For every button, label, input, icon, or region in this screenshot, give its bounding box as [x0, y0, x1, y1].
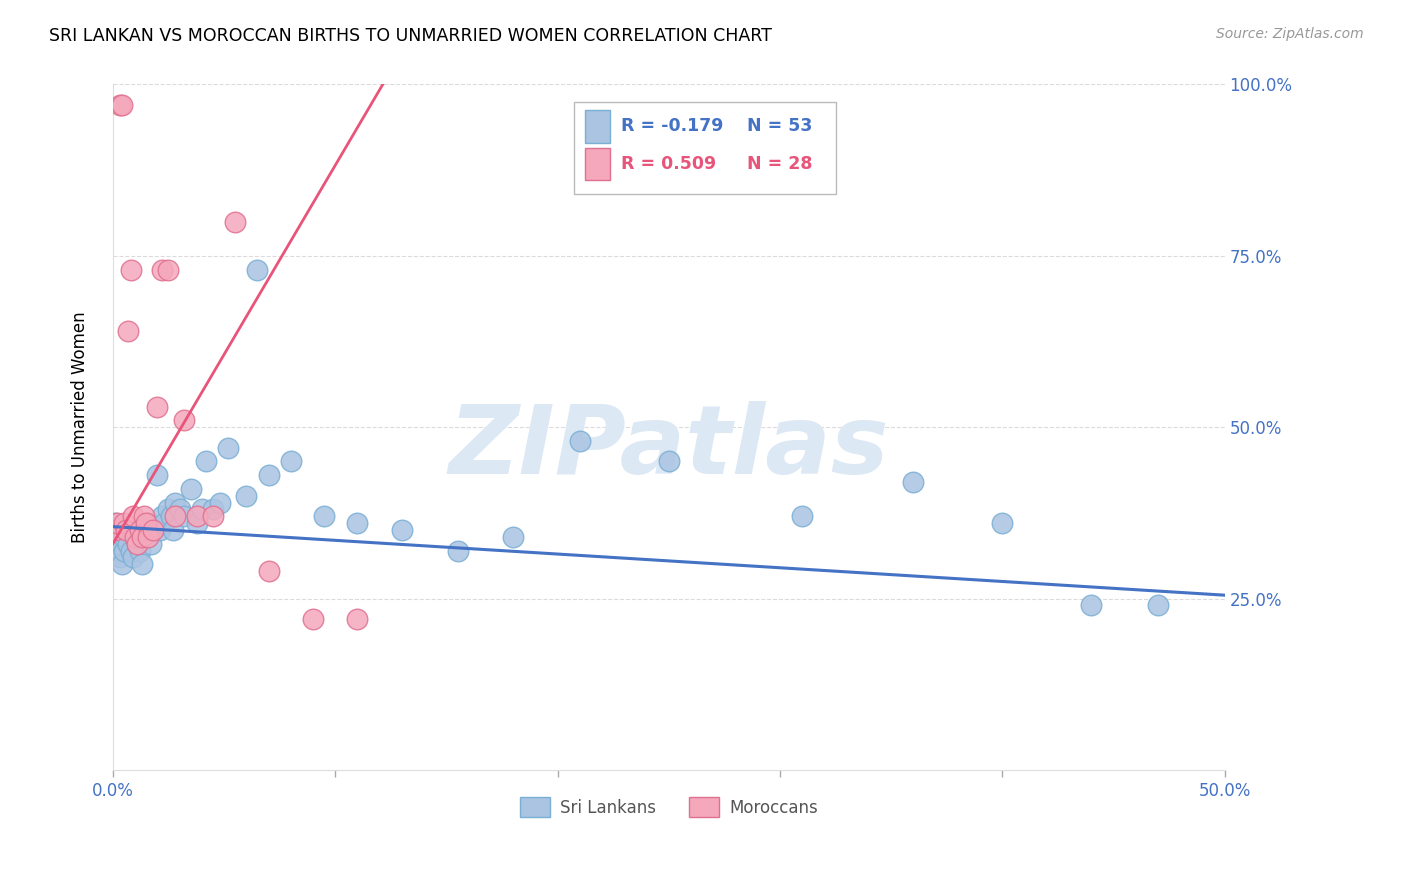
Point [139, 537, 162, 551]
Point [173, 509, 195, 524]
Point [991, 516, 1014, 531]
Point [186, 516, 208, 531]
Point [502, 530, 524, 544]
Point [165, 495, 187, 509]
Point [1080, 599, 1102, 613]
Point [235, 489, 257, 503]
Point [346, 612, 368, 626]
Point [1147, 599, 1170, 613]
Point [131, 558, 153, 572]
Point [157, 262, 180, 277]
Point [165, 509, 187, 524]
Point [105, 530, 128, 544]
Point [132, 523, 155, 537]
Point [568, 434, 591, 448]
Point [111, 98, 134, 112]
Point [201, 502, 224, 516]
Point [173, 413, 195, 427]
Text: N = 53: N = 53 [747, 117, 813, 136]
Point [903, 475, 925, 489]
Point [224, 214, 246, 228]
Point [115, 523, 138, 537]
Point [346, 516, 368, 531]
Point [150, 262, 173, 277]
Point [169, 502, 191, 516]
Point [280, 454, 302, 468]
Point [115, 523, 138, 537]
Point [135, 530, 157, 544]
Point [257, 564, 280, 578]
Point [146, 400, 169, 414]
Legend: Sri Lankans, Moroccans: Sri Lankans, Moroccans [513, 791, 824, 823]
Text: R = 0.509: R = 0.509 [621, 155, 716, 173]
Point [146, 468, 169, 483]
Point [162, 523, 184, 537]
Point [120, 262, 142, 277]
Point [121, 509, 143, 524]
Text: R = -0.179: R = -0.179 [621, 117, 723, 136]
Text: SRI LANKAN VS MOROCCAN BIRTHS TO UNMARRIED WOMEN CORRELATION CHART: SRI LANKAN VS MOROCCAN BIRTHS TO UNMARRI… [49, 27, 772, 45]
Point [792, 509, 814, 524]
Text: ZIPatlas: ZIPatlas [449, 401, 889, 494]
Point [153, 516, 176, 531]
Point [180, 482, 202, 496]
Point [127, 537, 149, 551]
Point [191, 502, 214, 516]
Point [658, 454, 681, 468]
Point [148, 523, 170, 537]
Point [121, 550, 143, 565]
Point [138, 516, 160, 531]
Point [112, 516, 135, 531]
Point [128, 543, 150, 558]
Point [159, 509, 181, 524]
Point [127, 537, 149, 551]
Point [208, 495, 231, 509]
FancyBboxPatch shape [574, 102, 835, 194]
Point [135, 516, 157, 531]
Point [157, 502, 180, 516]
FancyBboxPatch shape [585, 110, 610, 143]
Point [104, 516, 127, 531]
Point [186, 509, 208, 524]
Point [105, 516, 128, 531]
Text: Source: ZipAtlas.com: Source: ZipAtlas.com [1216, 27, 1364, 41]
Point [117, 324, 139, 338]
Point [257, 468, 280, 483]
Point [131, 530, 153, 544]
Y-axis label: Births to Unmarried Women: Births to Unmarried Women [72, 311, 89, 543]
Point [112, 530, 135, 544]
Point [201, 509, 224, 524]
Point [132, 509, 155, 524]
Point [391, 523, 413, 537]
Point [108, 537, 131, 551]
Point [142, 523, 165, 537]
Point [104, 523, 127, 537]
Point [138, 530, 160, 544]
Point [111, 558, 134, 572]
Point [150, 509, 173, 524]
Point [108, 550, 131, 565]
Point [314, 509, 336, 524]
Point [195, 454, 218, 468]
Point [117, 537, 139, 551]
Point [142, 523, 165, 537]
Point [120, 543, 142, 558]
Point [446, 543, 468, 558]
FancyBboxPatch shape [585, 147, 610, 180]
Point [246, 262, 269, 277]
Text: N = 28: N = 28 [747, 155, 813, 173]
Point [124, 530, 146, 544]
Point [108, 98, 131, 112]
Point [112, 543, 135, 558]
Point [218, 441, 240, 455]
Point [302, 612, 325, 626]
Point [124, 530, 146, 544]
Point [128, 523, 150, 537]
